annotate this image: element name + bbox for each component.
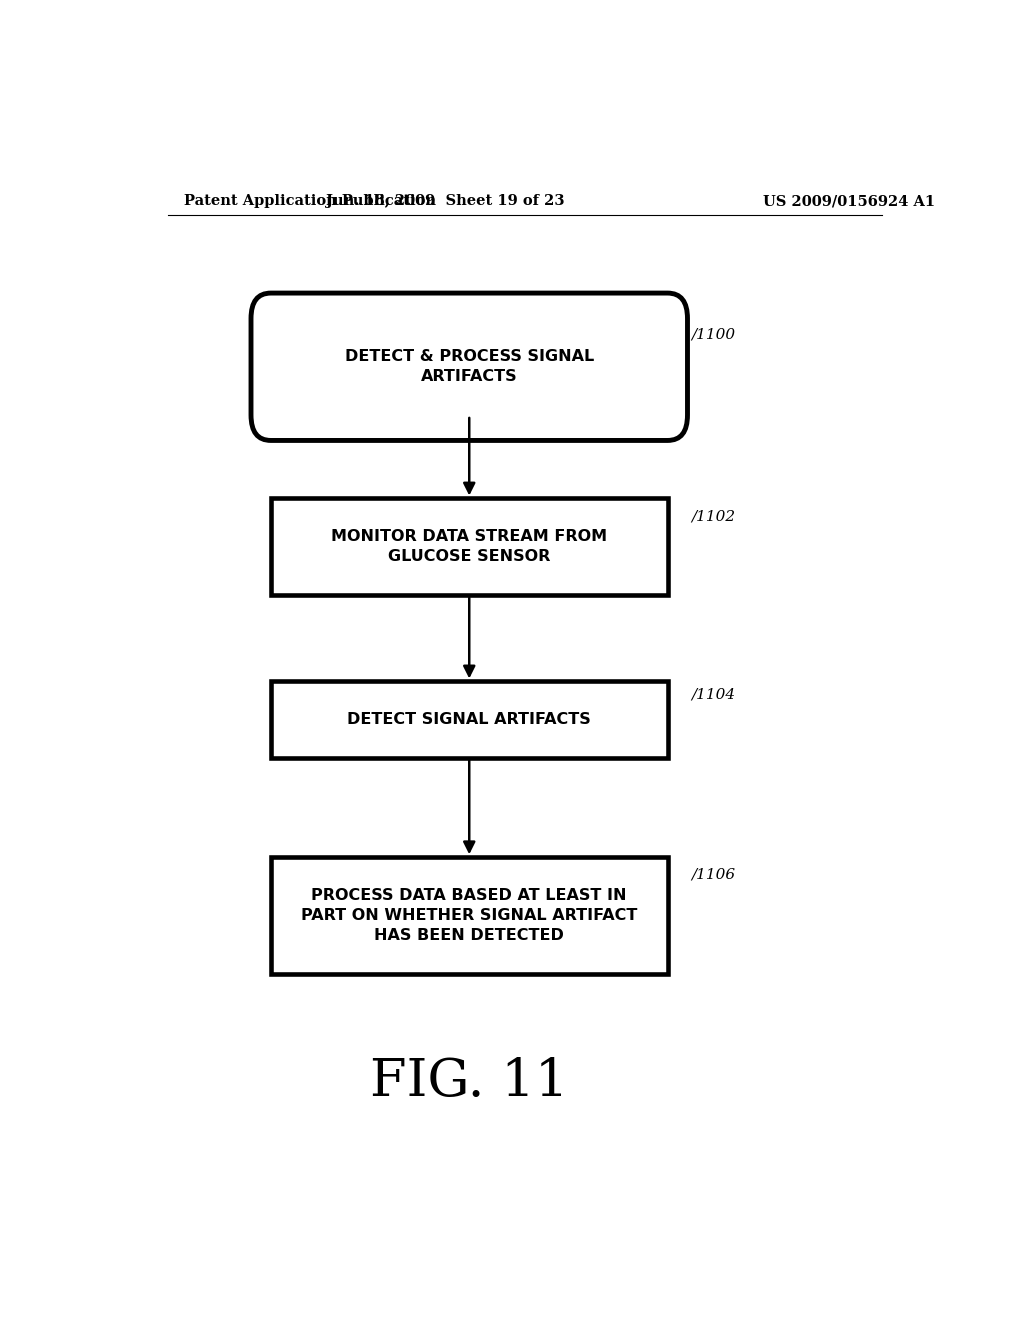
Text: PROCESS DATA BASED AT LEAST IN
PART ON WHETHER SIGNAL ARTIFACT
HAS BEEN DETECTED: PROCESS DATA BASED AT LEAST IN PART ON W… [301, 888, 637, 942]
FancyBboxPatch shape [270, 681, 668, 758]
Text: Patent Application Publication: Patent Application Publication [183, 194, 435, 209]
Text: /1104: /1104 [691, 686, 735, 701]
Text: DETECT & PROCESS SIGNAL
ARTIFACTS: DETECT & PROCESS SIGNAL ARTIFACTS [345, 350, 594, 384]
FancyBboxPatch shape [270, 499, 668, 595]
Text: /1100: /1100 [691, 327, 735, 342]
FancyBboxPatch shape [270, 857, 668, 974]
Text: US 2009/0156924 A1: US 2009/0156924 A1 [763, 194, 935, 209]
Text: /1102: /1102 [691, 510, 735, 523]
Text: /1106: /1106 [691, 869, 735, 882]
Text: DETECT SIGNAL ARTIFACTS: DETECT SIGNAL ARTIFACTS [347, 711, 591, 727]
Text: Jun. 18, 2009  Sheet 19 of 23: Jun. 18, 2009 Sheet 19 of 23 [327, 194, 564, 209]
FancyBboxPatch shape [251, 293, 687, 441]
Text: MONITOR DATA STREAM FROM
GLUCOSE SENSOR: MONITOR DATA STREAM FROM GLUCOSE SENSOR [331, 529, 607, 564]
Text: FIG. 11: FIG. 11 [370, 1056, 568, 1106]
